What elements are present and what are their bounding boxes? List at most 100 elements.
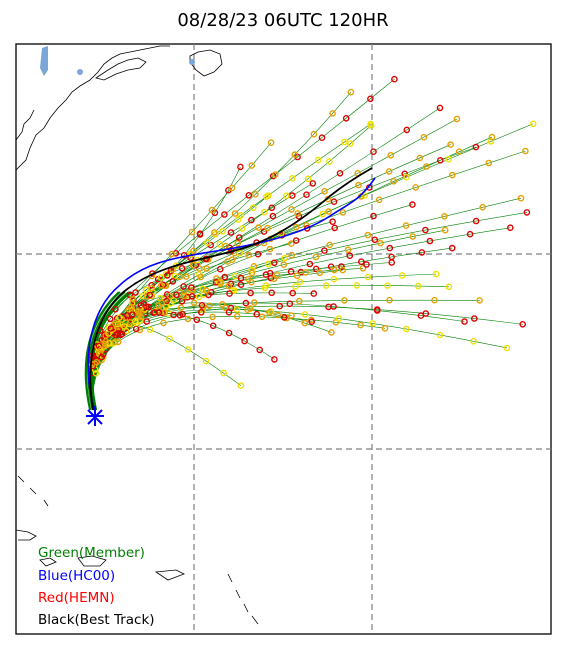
track-position-marker — [233, 312, 241, 320]
track-position-marker — [184, 315, 192, 323]
track-position-marker — [98, 353, 106, 361]
track-position-marker — [234, 216, 242, 223]
lat-lon-grid — [16, 44, 551, 634]
track-position-marker — [388, 259, 396, 266]
track-position-marker — [336, 169, 344, 177]
track-position-marker — [303, 191, 310, 198]
track-position-marker — [180, 292, 188, 300]
track-position-marker — [371, 236, 379, 244]
track-position-marker — [106, 315, 114, 323]
member-track-line — [92, 316, 386, 409]
track-position-marker — [202, 357, 210, 365]
track-position-marker — [137, 313, 145, 321]
track-position-marker — [288, 206, 295, 213]
track-position-marker — [221, 273, 229, 281]
track-position-marker — [503, 344, 511, 352]
track-position-marker — [288, 251, 296, 259]
track-position-marker — [202, 287, 210, 294]
track-position-marker — [238, 225, 246, 232]
track-position-marker — [143, 303, 150, 311]
track-markers — [88, 75, 537, 389]
track-position-marker — [330, 266, 338, 274]
member-track-line — [92, 309, 508, 409]
track-position-marker — [188, 293, 196, 300]
track-position-marker — [247, 289, 254, 297]
track-position-marker — [225, 308, 233, 316]
track-position-marker — [448, 171, 456, 179]
track-position-marker — [283, 192, 290, 199]
track-position-marker — [387, 151, 395, 159]
track-position-marker — [173, 291, 180, 299]
track-position-marker — [228, 184, 236, 192]
track-position-marker — [472, 217, 480, 225]
legend-hc00: Blue(HC00) — [38, 568, 116, 584]
track-position-marker — [344, 246, 352, 254]
track-position-marker — [325, 208, 332, 215]
track-position-marker — [453, 115, 461, 123]
track-position-marker — [455, 148, 463, 155]
lake-shape — [77, 69, 83, 75]
track-position-marker — [353, 282, 361, 289]
track-position-marker — [220, 369, 227, 377]
hc00-origin-mark — [86, 406, 104, 426]
track-position-marker — [412, 184, 420, 191]
legend-member: Green(Member) — [38, 545, 145, 561]
track-position-marker — [189, 261, 197, 269]
track-position-marker — [287, 268, 295, 275]
newfoundland-coast — [189, 49, 223, 77]
track-position-marker — [426, 237, 434, 245]
track-position-marker — [131, 317, 139, 325]
track-position-marker — [312, 253, 320, 261]
track-position-marker — [248, 162, 256, 169]
track-position-marker — [402, 222, 410, 229]
track-position-marker — [190, 299, 198, 307]
track-position-marker — [409, 201, 416, 208]
track-position-marker — [129, 295, 136, 303]
track-position-marker — [248, 266, 256, 274]
track-position-marker — [253, 310, 261, 318]
track-position-marker — [197, 308, 205, 316]
track-position-marker — [479, 203, 487, 211]
track-position-marker — [169, 278, 177, 285]
track-position-marker — [216, 278, 224, 286]
track-position-marker — [319, 210, 327, 218]
track-position-marker — [235, 234, 243, 241]
track-position-marker — [237, 281, 245, 289]
track-position-marker — [252, 190, 259, 198]
track-position-marker — [245, 251, 252, 259]
track-position-marker — [102, 338, 110, 345]
track-position-marker — [346, 252, 354, 259]
track-position-marker — [523, 209, 531, 216]
track-position-marker — [341, 138, 348, 146]
track-position-marker — [286, 300, 294, 308]
track-position-marker — [321, 247, 328, 254]
chart-title: 08/28/23 06UTC 120HR — [177, 10, 389, 31]
track-position-marker — [367, 95, 374, 103]
member-track-line — [90, 291, 132, 411]
track-position-marker — [364, 273, 372, 281]
track-position-marker — [361, 192, 368, 199]
track-position-marker — [328, 329, 335, 336]
track-position-marker — [266, 269, 274, 277]
track-position-marker — [310, 130, 318, 138]
member-track-line — [91, 107, 441, 409]
track-position-marker — [267, 139, 275, 146]
track-position-marker — [296, 278, 304, 286]
track-position-marker — [146, 326, 154, 334]
track-position-marker — [330, 198, 338, 205]
track-position-marker — [422, 226, 429, 234]
track-position-marker — [180, 283, 187, 290]
track-position-marker — [129, 311, 136, 318]
track-position-marker — [398, 272, 406, 279]
track-position-marker — [184, 346, 192, 353]
track-position-marker — [301, 311, 309, 318]
track-position-marker — [271, 356, 278, 363]
track-position-marker — [292, 283, 299, 290]
track-position-marker — [112, 319, 119, 327]
track-position-marker — [216, 240, 224, 248]
track-position-marker — [441, 212, 448, 220]
track-position-marker — [485, 159, 493, 167]
track-position-marker — [98, 346, 105, 353]
track-position-marker — [264, 260, 272, 268]
track-position-marker — [381, 324, 389, 332]
